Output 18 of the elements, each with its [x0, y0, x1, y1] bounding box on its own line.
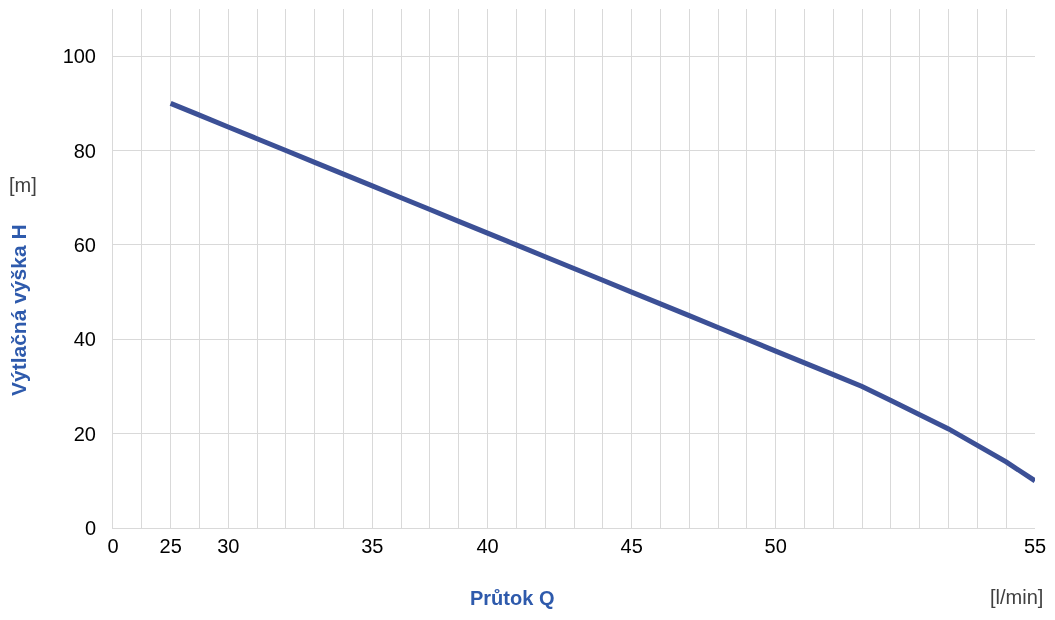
- y-tick-label: 60: [73, 233, 96, 256]
- text: [m]: [9, 174, 37, 196]
- x-axis-title: Průtok Q: [470, 587, 555, 609]
- y-tick-label: 40: [73, 328, 96, 351]
- x-tick-label: 30: [217, 535, 240, 557]
- x-tick-label: 0: [107, 535, 119, 557]
- y-tick-label: 100: [62, 45, 96, 68]
- x-tick-label: 45: [620, 535, 643, 557]
- x-tick-label: 55: [1023, 535, 1047, 557]
- x-tick-label: 35: [361, 535, 384, 557]
- y-tick-label: 80: [73, 139, 96, 162]
- y-axis-title: Výtlačná výška H: [6, 224, 30, 397]
- x-tick-label: 25: [159, 535, 182, 557]
- y-tick-label: 0: [84, 517, 96, 539]
- x-tick-label: 40: [476, 535, 499, 557]
- y-tick-label: 20: [73, 422, 96, 445]
- x-tick-label: 50: [764, 535, 787, 557]
- text: [l/min]: [990, 586, 1044, 608]
